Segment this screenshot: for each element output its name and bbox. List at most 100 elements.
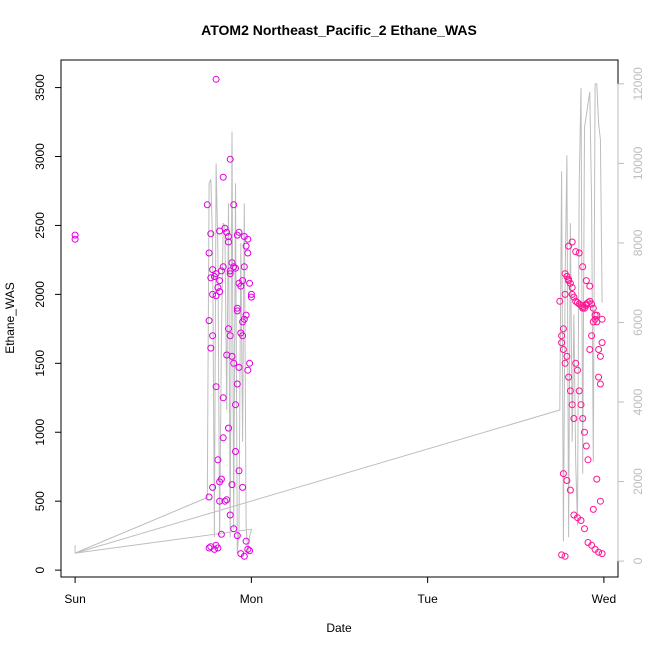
data-point bbox=[577, 517, 585, 524]
y-tick-label: 1000 bbox=[33, 419, 47, 446]
data-point bbox=[226, 267, 234, 275]
data-point bbox=[214, 456, 222, 464]
data-point bbox=[582, 277, 590, 285]
data-point bbox=[212, 270, 220, 278]
data-point bbox=[239, 332, 247, 340]
data-point bbox=[219, 173, 227, 181]
data-point bbox=[216, 497, 224, 505]
data-point bbox=[595, 548, 603, 556]
data-point bbox=[240, 552, 248, 560]
data-point bbox=[588, 300, 596, 308]
y-axis-right: 0 2000 4000 6000 8000 10000 12000 bbox=[617, 67, 645, 564]
data-point bbox=[212, 75, 220, 83]
data-point bbox=[230, 263, 238, 271]
data-point bbox=[219, 394, 227, 402]
data-point bbox=[239, 277, 247, 285]
data-point bbox=[240, 263, 248, 271]
data-point bbox=[230, 525, 238, 533]
data-point bbox=[558, 332, 566, 340]
x-tick-label: Mon bbox=[240, 592, 263, 606]
data-point bbox=[244, 545, 252, 553]
data-point bbox=[230, 201, 238, 209]
data-point bbox=[246, 279, 254, 287]
data-point bbox=[212, 292, 220, 300]
data-point bbox=[584, 299, 592, 307]
data-point bbox=[205, 493, 213, 501]
y-tick-label: 3000 bbox=[33, 143, 47, 170]
data-point bbox=[565, 242, 573, 250]
data-point bbox=[217, 267, 225, 275]
data-point bbox=[559, 346, 567, 353]
data-point bbox=[242, 537, 250, 545]
data-point bbox=[226, 511, 234, 519]
data-point bbox=[226, 270, 234, 278]
data-point bbox=[235, 467, 243, 475]
data-point bbox=[246, 359, 254, 367]
data-point bbox=[232, 448, 239, 455]
data-point bbox=[568, 401, 576, 409]
chart-title: ATOM2 Northeast_Pacific_2 Ethane_WAS bbox=[201, 22, 477, 38]
y2-tick-label: 0 bbox=[631, 557, 645, 564]
data-point bbox=[247, 293, 255, 301]
data-point bbox=[207, 274, 215, 282]
data-point bbox=[235, 228, 243, 236]
data-point bbox=[232, 401, 239, 409]
data-point bbox=[209, 483, 217, 491]
data-point bbox=[586, 346, 594, 353]
data-point bbox=[570, 415, 578, 422]
data-point bbox=[568, 238, 576, 246]
data-point bbox=[223, 496, 231, 504]
data-point bbox=[205, 544, 213, 552]
data-point bbox=[563, 352, 571, 360]
data-point bbox=[219, 434, 227, 442]
data-point bbox=[558, 339, 566, 347]
data-point bbox=[216, 288, 224, 296]
plot-frame bbox=[60, 59, 619, 578]
data-point bbox=[581, 525, 588, 533]
data-point bbox=[568, 284, 576, 291]
y-tick-label: 3500 bbox=[33, 74, 47, 101]
data-point bbox=[574, 366, 581, 374]
data-point bbox=[244, 366, 252, 374]
data-point bbox=[598, 339, 606, 347]
data-point bbox=[71, 231, 79, 239]
data-point bbox=[212, 383, 220, 391]
data-point bbox=[219, 263, 227, 271]
y2-tick-label: 4000 bbox=[631, 388, 645, 415]
data-point bbox=[598, 550, 606, 558]
data-point bbox=[203, 201, 211, 209]
data-point bbox=[233, 380, 241, 388]
data-point bbox=[233, 532, 241, 540]
data-point bbox=[242, 311, 250, 319]
data-point bbox=[572, 359, 580, 367]
data-point bbox=[216, 277, 224, 285]
y-tick-label: 500 bbox=[33, 491, 47, 511]
data-point bbox=[205, 249, 213, 257]
data-point bbox=[586, 282, 594, 290]
data-point bbox=[217, 475, 225, 483]
data-point bbox=[209, 266, 217, 274]
data-point bbox=[209, 290, 217, 298]
data-point bbox=[558, 551, 566, 559]
data-point bbox=[223, 228, 231, 236]
data-point bbox=[207, 230, 215, 238]
data-point bbox=[566, 486, 574, 494]
data-point bbox=[565, 373, 573, 381]
data-point bbox=[214, 544, 222, 552]
data-point bbox=[228, 259, 236, 267]
data-point bbox=[244, 249, 252, 257]
y2-tick-label: 8000 bbox=[631, 229, 645, 256]
data-point bbox=[214, 284, 222, 291]
data-point bbox=[596, 352, 604, 360]
data-point bbox=[572, 248, 580, 256]
data-point bbox=[207, 344, 215, 352]
data-point bbox=[589, 304, 597, 312]
data-point bbox=[584, 456, 592, 464]
data-point bbox=[581, 428, 588, 436]
data-point bbox=[579, 415, 587, 422]
data-point bbox=[570, 293, 578, 301]
y-tick-label: 2500 bbox=[33, 212, 47, 239]
x-tick-label: Wed bbox=[592, 592, 616, 606]
data-point bbox=[225, 325, 232, 333]
